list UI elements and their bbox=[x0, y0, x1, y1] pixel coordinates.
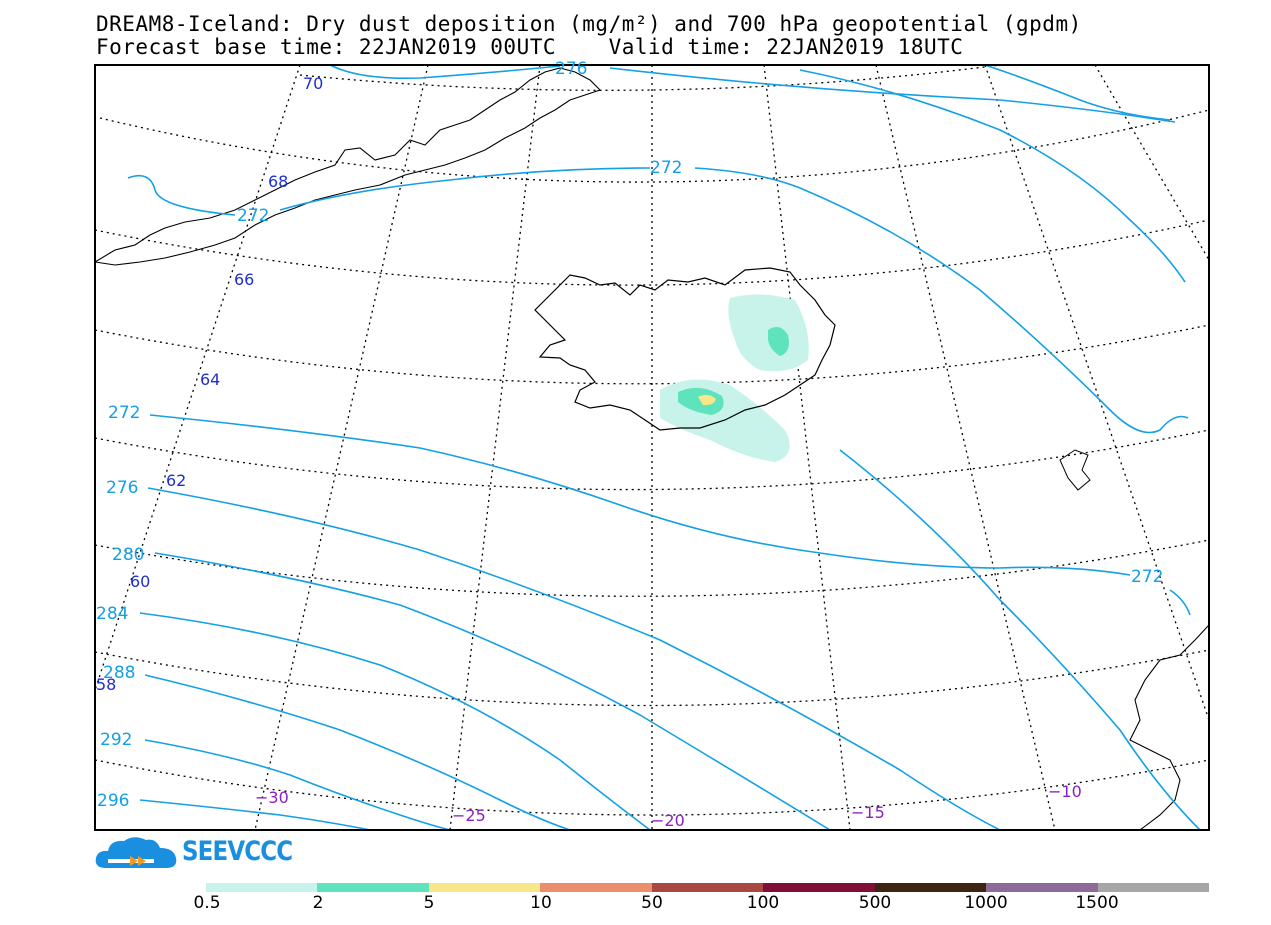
lon-label: −10 bbox=[1048, 782, 1082, 801]
geopotential-label: 272 bbox=[237, 206, 269, 226]
legend-swatch bbox=[540, 883, 652, 892]
geopotential-label: 296 bbox=[97, 791, 129, 811]
legend-swatch bbox=[428, 883, 541, 892]
lon-label: −20 bbox=[651, 811, 685, 830]
geopotential-label: 272 bbox=[108, 403, 140, 423]
legend-label: 2 bbox=[312, 893, 324, 913]
greenland-coastline bbox=[95, 67, 602, 266]
map-subtitle: Forecast base time: 22JAN2019 00UTC Vali… bbox=[96, 35, 964, 59]
legend-label: 50 bbox=[641, 893, 663, 913]
legend-swatch bbox=[1097, 883, 1209, 892]
faroe-islands bbox=[1059, 449, 1091, 491]
lon-label: −25 bbox=[452, 806, 486, 825]
legend-swatch bbox=[763, 883, 875, 892]
lat-label: 70 bbox=[303, 74, 323, 93]
meridians bbox=[95, 65, 1209, 830]
iceland-coastline bbox=[534, 267, 836, 431]
lat-label: 60 bbox=[130, 572, 150, 591]
map-frame bbox=[94, 64, 1210, 831]
geopotential-label: 272 bbox=[1131, 567, 1163, 587]
dust-deposition-field bbox=[660, 294, 809, 462]
geopotential-label: 292 bbox=[100, 730, 132, 750]
legend-swatch bbox=[651, 883, 764, 892]
lat-label: 58 bbox=[96, 675, 116, 694]
legend-label: 100 bbox=[746, 893, 780, 913]
lon-label: −30 bbox=[255, 788, 289, 807]
lat-label: 66 bbox=[234, 270, 254, 289]
lat-label: 62 bbox=[166, 471, 186, 490]
legend-swatch bbox=[206, 883, 318, 892]
geopotential-label: 272 bbox=[650, 158, 682, 178]
legend-label: 500 bbox=[858, 893, 892, 913]
geopotential-label: 280 bbox=[112, 545, 144, 565]
legend-label: 5 bbox=[423, 893, 435, 913]
geopotential-label: 276 bbox=[106, 478, 138, 498]
map-title: DREAM8-Iceland: Dry dust deposition (mg/… bbox=[96, 12, 1082, 36]
legend-label: 10 bbox=[530, 893, 552, 913]
norway-coastline bbox=[1129, 624, 1209, 830]
legend-swatch bbox=[874, 883, 987, 892]
geopotential-label: 284 bbox=[96, 604, 128, 624]
legend-label: 1500 bbox=[1075, 893, 1119, 913]
lat-label: 64 bbox=[200, 370, 220, 389]
lon-label: −15 bbox=[851, 803, 885, 822]
legend-swatch bbox=[986, 883, 1098, 892]
cloud-logo-icon bbox=[95, 837, 177, 868]
lat-label: 68 bbox=[268, 172, 288, 191]
legend-label: 0.5 bbox=[193, 893, 221, 913]
geopotential-contours bbox=[127, 65, 1201, 830]
legend-colorbar bbox=[206, 883, 1209, 892]
geopotential-label: 276 bbox=[555, 59, 587, 79]
logo-text: SEEVCCC bbox=[182, 836, 293, 867]
legend-label: 1000 bbox=[964, 893, 1008, 913]
legend-swatch bbox=[317, 883, 429, 892]
geopotential-label: 288 bbox=[103, 663, 135, 683]
